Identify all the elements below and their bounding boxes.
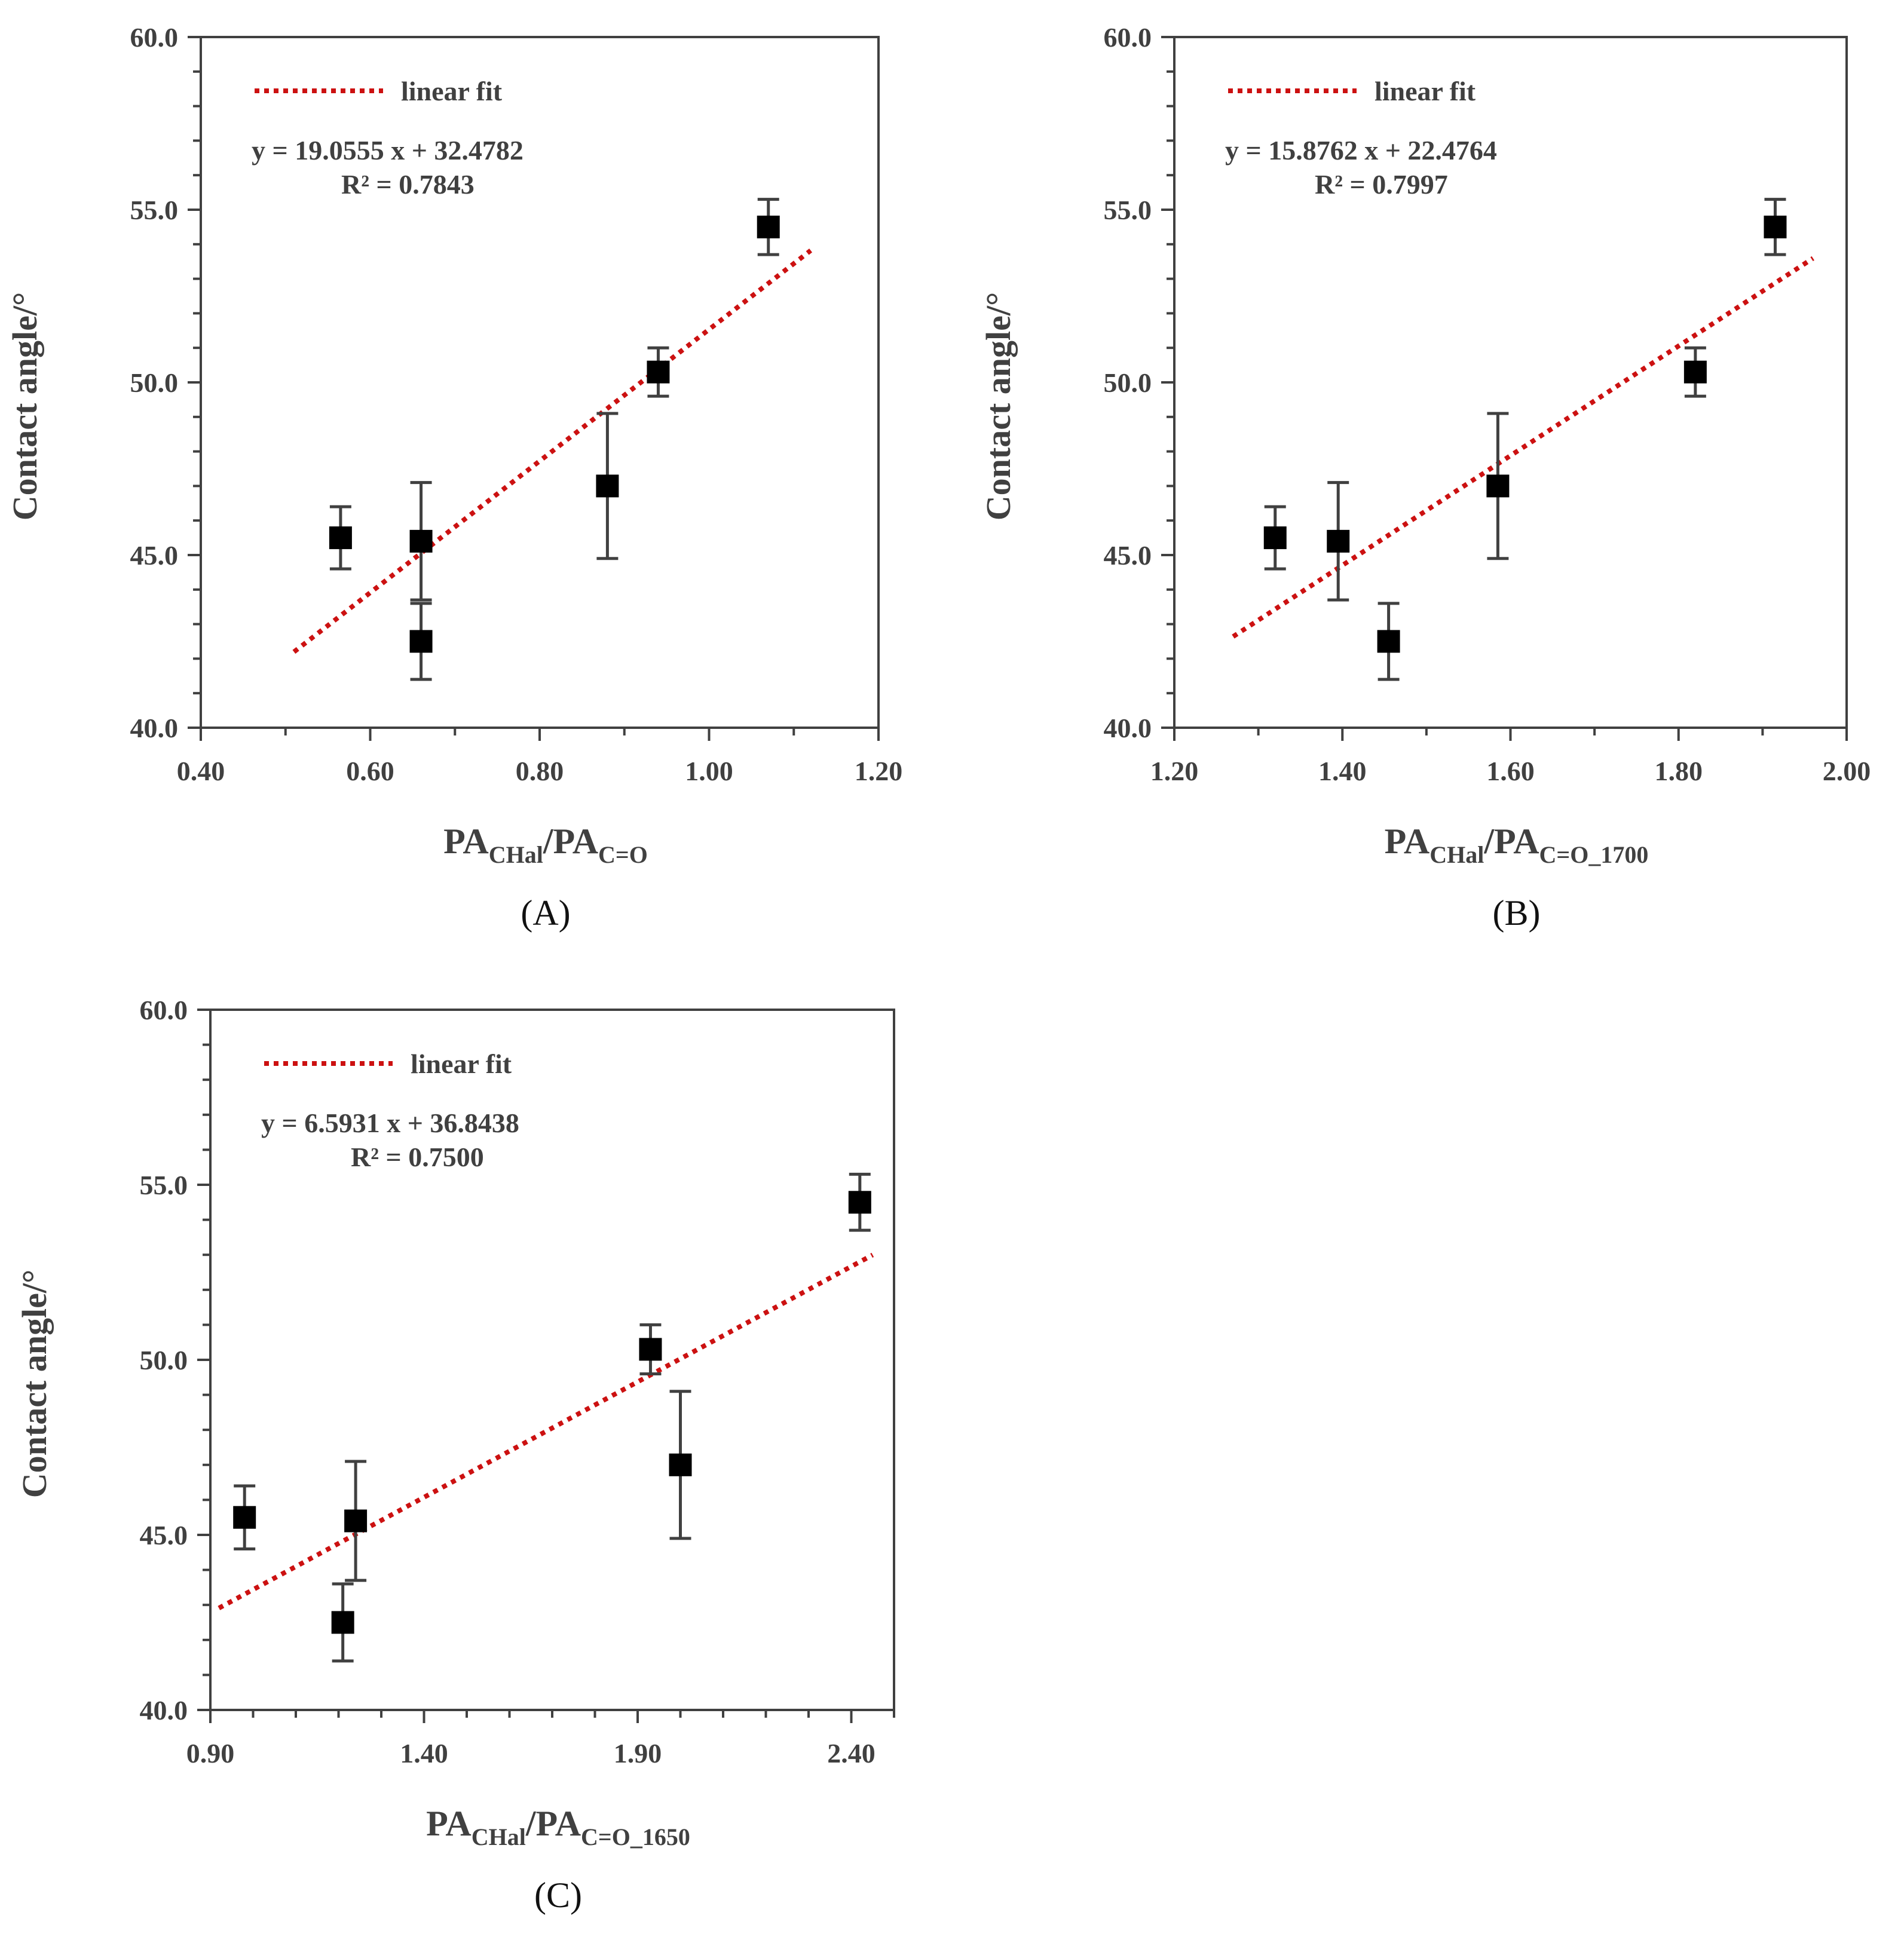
x-axis-title-part: /PA: [1483, 822, 1539, 861]
y-tick-label: 45.0: [1104, 540, 1152, 571]
y-tick-label: 60.0: [1104, 22, 1152, 53]
x-tick-label: 1.40: [1318, 756, 1367, 786]
x-axis-title-part: /PA: [525, 1804, 581, 1843]
fit-equation: y = 6.5931 x + 36.8438: [261, 1108, 519, 1138]
data-point: [596, 474, 619, 498]
data-point: [1764, 215, 1787, 238]
x-tick-label: 0.90: [186, 1738, 235, 1769]
fit-line: [292, 249, 813, 654]
data-point: [1683, 360, 1707, 384]
panel-label: (B): [1493, 893, 1541, 933]
data-point: [233, 1506, 256, 1529]
data-point: [329, 526, 352, 550]
x-tick-label: 1.20: [1150, 756, 1199, 786]
chart-panel-3: 40.0 45.0 50.0 55.0 60.0 0.90 1.40 1.90 2.40 Cont…: [15, 995, 895, 1915]
data-point: [848, 1191, 871, 1214]
chart-panel-1: 40.0 45.0 50.0 55.0 60.0 0.40 0.60 0.80 1.00 1.20…: [5, 22, 902, 933]
fit-equation: y = 19.0555 x + 32.4782: [252, 135, 524, 165]
x-tick-label: 1.60: [1486, 756, 1535, 786]
x-tick-label: 2.00: [1823, 756, 1871, 786]
x-tick-label: 1.90: [614, 1738, 662, 1769]
panel-label: (A): [521, 893, 570, 933]
x-axis-title: PACHal/PAC=O: [443, 822, 648, 868]
y-tick-label: 60.0: [140, 995, 188, 1025]
fit-line: [1232, 256, 1814, 639]
fit-equation: y = 15.8762 x + 22.4764: [1225, 135, 1497, 165]
x-tick-label: 2.40: [827, 1738, 876, 1769]
y-axis-title: Contact angle/°: [5, 292, 44, 520]
fit-r2: R² = 0.7997: [1315, 169, 1448, 200]
data-point: [409, 529, 433, 553]
legend-label: linear fit: [401, 76, 503, 106]
legend-label: linear fit: [1375, 76, 1476, 106]
data-point: [669, 1453, 692, 1476]
x-tick-label: 0.80: [516, 756, 564, 786]
y-tick-label: 40.0: [140, 1695, 188, 1725]
x-axis-title-part: /PA: [543, 822, 598, 861]
x-tick-label: 0.40: [177, 756, 225, 786]
legend-label: linear fit: [411, 1049, 512, 1079]
x-tick-label: 1.20: [855, 756, 903, 786]
x-axis-title: PACHal/PAC=O_1700: [1385, 822, 1649, 868]
y-tick-label: 55.0: [130, 195, 179, 225]
x-axis-title-part: CHal: [489, 841, 543, 868]
chart-panel-2: 40.0 45.0 50.0 55.0 60.0 1.20 1.40 1.60 1.80 2.00…: [979, 22, 1871, 933]
x-tick-label: 1.00: [685, 756, 733, 786]
data-point: [757, 215, 780, 238]
x-tick-label: 1.40: [400, 1738, 448, 1769]
y-tick-label: 55.0: [1104, 195, 1152, 225]
y-tick-label: 50.0: [140, 1345, 188, 1375]
y-tick-label: 55.0: [140, 1170, 188, 1200]
data-point: [1377, 630, 1400, 653]
data-point: [639, 1338, 662, 1361]
x-axis-title-part: CHal: [1429, 841, 1484, 868]
y-tick-label: 45.0: [130, 540, 179, 571]
x-axis-title-part: PA: [443, 822, 489, 861]
y-tick-label: 50.0: [1104, 367, 1152, 398]
data-point: [409, 630, 433, 653]
data-point: [1263, 526, 1287, 550]
data-point: [647, 360, 670, 384]
x-axis-title-part: C=O_1650: [581, 1823, 690, 1850]
y-tick-label: 40.0: [130, 713, 179, 743]
x-tick-label: 1.80: [1655, 756, 1703, 786]
fit-r2: R² = 0.7843: [341, 169, 475, 200]
y-tick-label: 45.0: [140, 1520, 188, 1550]
x-axis-title-part: PA: [426, 1804, 472, 1843]
data-point: [1327, 529, 1350, 553]
y-axis-title: Contact angle/°: [979, 292, 1018, 520]
data-point: [1486, 474, 1510, 498]
data-point: [331, 1611, 354, 1634]
y-tick-label: 50.0: [130, 367, 179, 398]
panel-label: (C): [534, 1875, 582, 1915]
x-tick-label: 0.60: [346, 756, 394, 786]
x-axis-title: PACHal/PAC=O_1650: [426, 1804, 690, 1850]
fit-r2: R² = 0.7500: [351, 1142, 484, 1172]
y-axis-title: Contact angle/°: [15, 1270, 54, 1498]
x-axis-title-part: C=O: [598, 841, 648, 868]
y-tick-label: 40.0: [1104, 713, 1152, 743]
x-axis-title-part: PA: [1385, 822, 1430, 861]
data-point: [344, 1509, 368, 1533]
x-axis-title-part: CHal: [472, 1823, 526, 1850]
x-axis-title-part: C=O_1700: [1539, 841, 1649, 868]
fit-line: [218, 1252, 874, 1611]
y-tick-label: 60.0: [130, 22, 179, 53]
